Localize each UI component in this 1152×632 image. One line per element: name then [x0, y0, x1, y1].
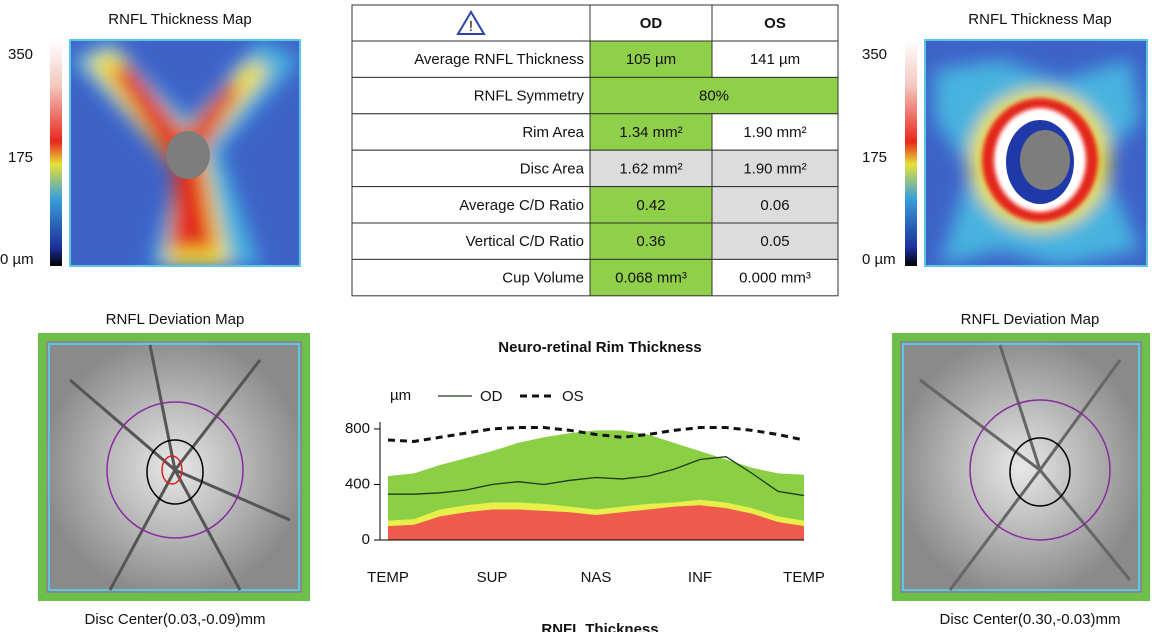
thickness-map — [70, 40, 300, 266]
row-label: Vertical C/D Ratio — [466, 233, 584, 250]
warning-icon — [456, 10, 486, 35]
section-title: RNFL Thickness — [541, 621, 658, 632]
cell-value: 141 µm — [750, 51, 800, 68]
cell-value: 0.36 — [636, 233, 665, 250]
table-cell — [351, 76, 591, 115]
x-tick-label: SUP — [477, 569, 508, 586]
table-cell — [711, 4, 839, 42]
map-title: RNFL Deviation Map — [106, 311, 245, 328]
column-header: OD — [640, 15, 663, 32]
table-cell — [711, 40, 839, 78]
map-title: RNFL Deviation Map — [961, 311, 1100, 328]
row-label: Disc Area — [520, 160, 585, 177]
cell-value: 105 µm — [626, 51, 676, 68]
cell-value: 0.000 mm³ — [739, 270, 811, 287]
row-label: Average C/D Ratio — [459, 197, 584, 214]
cell-value: 0.06 — [760, 197, 789, 214]
cell-value: 0.05 — [760, 233, 789, 250]
table-cell — [351, 258, 591, 297]
table-cell — [589, 113, 713, 151]
scale-label: 350 — [8, 46, 33, 63]
color-bar — [905, 40, 917, 266]
table-cell — [351, 222, 591, 260]
thickness-map — [925, 40, 1147, 266]
legend-label: OS — [562, 388, 584, 405]
cell-value: 0.068 mm³ — [615, 270, 687, 287]
table-cell — [589, 76, 839, 115]
scale-label: 0 µm — [0, 251, 34, 268]
row-label: Cup Volume — [502, 270, 584, 287]
table-cell — [711, 149, 839, 188]
column-header: OS — [764, 15, 786, 32]
scale-label: 175 — [862, 149, 887, 166]
y-axis-label: µm — [390, 387, 411, 404]
series-line — [387, 426, 805, 443]
deviation-map — [892, 333, 1150, 601]
scale-label: 0 µm — [862, 251, 896, 268]
map-frame — [924, 39, 1148, 267]
scale-label: 350 — [862, 46, 887, 63]
table-cell — [711, 113, 839, 151]
parameter-table: ! OD OS Average RNFL Thickness 105 µm 141 … — [351, 4, 839, 297]
y-tick-label: 800 — [345, 420, 370, 437]
cell-value: 1.62 mm² — [619, 160, 682, 177]
x-tick-label: TEMP — [367, 569, 409, 586]
series-line — [388, 456, 805, 497]
table-cell — [711, 258, 839, 297]
y-tick-label: 0 — [362, 531, 370, 548]
cell-value: 1.34 mm² — [619, 124, 682, 141]
map-frame — [69, 39, 301, 267]
row-label: RNFL Symmetry — [474, 88, 585, 105]
map-title: RNFL Thickness Map — [108, 11, 251, 28]
cell-value: 1.90 mm² — [743, 160, 806, 177]
table-cell — [589, 258, 713, 297]
table-cell — [589, 186, 713, 224]
cell-value: 0.42 — [636, 197, 665, 214]
disc-center: Disc Center(0.03,-0.09)mm — [85, 611, 266, 628]
deviation-map — [38, 333, 310, 601]
x-tick-label: NAS — [581, 569, 612, 586]
warning-icon: ! — [469, 18, 473, 35]
color-bar — [50, 40, 62, 266]
table-cell — [589, 40, 713, 78]
normal-band — [388, 505, 804, 540]
rim-chart: 0 400 800 TEMP SUP NAS INF TEMP OD OS — [345, 388, 825, 586]
table-cell — [351, 186, 591, 224]
disc-center: Disc Center(0.30,-0.03)mm — [940, 611, 1121, 628]
y-tick-label: 400 — [345, 475, 370, 492]
scale-label: 175 — [8, 149, 33, 166]
legend-label: OD — [480, 388, 503, 405]
x-tick-label: TEMP — [783, 569, 825, 586]
chart-title: Neuro-retinal Rim Thickness — [498, 339, 701, 356]
row-label: Rim Area — [522, 124, 584, 141]
map-title: RNFL Thickness Map — [968, 11, 1111, 28]
row-label: Average RNFL Thickness — [414, 51, 584, 68]
table-cell — [711, 222, 839, 260]
cell-value: 1.90 mm² — [743, 124, 806, 141]
x-tick-label: INF — [688, 569, 712, 586]
cell-value: 80% — [699, 88, 729, 105]
